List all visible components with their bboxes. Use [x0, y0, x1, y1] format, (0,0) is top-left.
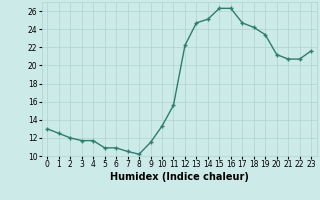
X-axis label: Humidex (Indice chaleur): Humidex (Indice chaleur) — [110, 172, 249, 182]
